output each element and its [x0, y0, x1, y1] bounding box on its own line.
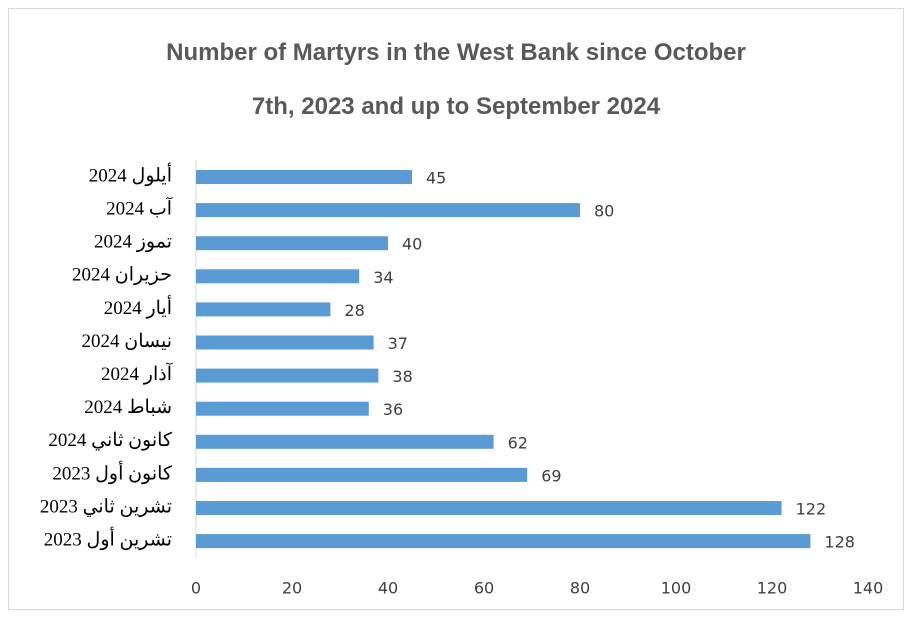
bar	[196, 170, 412, 184]
value-label: 62	[508, 433, 528, 452]
bar	[196, 236, 388, 251]
x-tick-label: 100	[661, 579, 692, 598]
bar	[196, 434, 494, 449]
x-tick-label: 40	[378, 579, 398, 598]
y-tick-label: تشرين أول 2023	[44, 525, 172, 550]
bar	[196, 534, 811, 549]
y-tick-label: أيلول 2024	[89, 161, 172, 186]
x-tick-label: 80	[570, 579, 590, 598]
value-label: 37	[388, 334, 408, 353]
y-tick-label: تموز 2024	[94, 232, 172, 253]
x-tick-label: 0	[191, 579, 201, 598]
bar	[196, 501, 782, 515]
bar	[196, 302, 331, 317]
value-label: 40	[402, 235, 422, 254]
y-tick-label: كانون أول 2023	[52, 459, 173, 484]
value-label: 128	[824, 533, 855, 552]
y-tick-label: تشرين ثاني 2023	[40, 496, 172, 517]
y-tick-label: كانون ثاني 2024	[48, 430, 173, 451]
value-label: 34	[373, 268, 393, 287]
chart-title: Number of Martyrs in the West Bank since…	[166, 39, 746, 120]
x-tick-label: 60	[474, 579, 494, 598]
y-tick-label: آذار 2024	[101, 362, 173, 385]
y-tick-label: حزيران 2024	[72, 265, 172, 286]
value-label: 28	[344, 301, 364, 320]
x-tick-label: 120	[757, 579, 788, 598]
value-label: 69	[541, 466, 561, 485]
bar	[196, 401, 369, 416]
bar	[196, 368, 379, 383]
x-tick-label: 20	[282, 579, 302, 598]
value-label: 38	[392, 367, 412, 386]
value-label: 45	[426, 169, 446, 188]
y-tick-label: شباط 2024	[84, 397, 172, 418]
bar	[196, 467, 528, 482]
y-tick-label: نيسان 2024	[82, 331, 172, 352]
x-tick-label: 140	[853, 579, 884, 598]
value-label: 36	[383, 400, 403, 419]
value-label: 80	[594, 202, 614, 221]
y-tick-label: آب 2024	[106, 196, 173, 219]
bar	[196, 335, 374, 350]
bar	[196, 269, 360, 284]
bar	[196, 203, 580, 218]
y-tick-label: أيار 2024	[104, 294, 172, 319]
value-label: 122	[796, 500, 827, 519]
